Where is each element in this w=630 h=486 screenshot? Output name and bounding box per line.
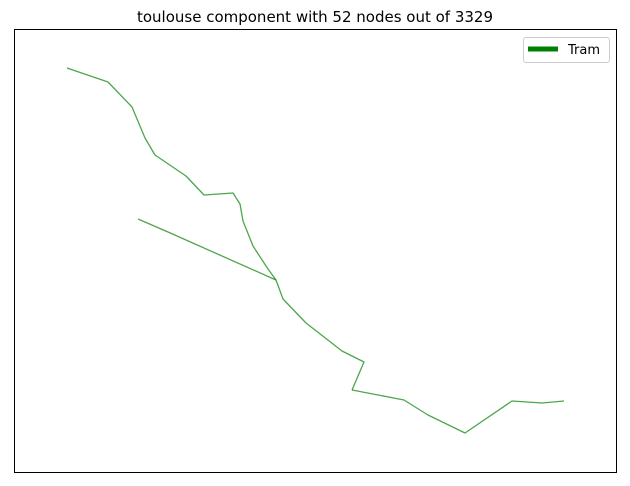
tram-line-segment-1 xyxy=(66,67,277,281)
chart-title: toulouse component with 52 nodes out of … xyxy=(137,8,493,26)
legend-label-tram: Tram xyxy=(567,43,600,58)
tram-line-segment-3 xyxy=(275,279,365,391)
plot-area-frame xyxy=(14,29,617,473)
series-layer xyxy=(66,67,565,434)
legend-box xyxy=(523,37,610,63)
legend: Tram xyxy=(523,37,610,63)
tram-line-segment-4 xyxy=(351,389,565,434)
tram-line-segment-2 xyxy=(137,218,277,281)
